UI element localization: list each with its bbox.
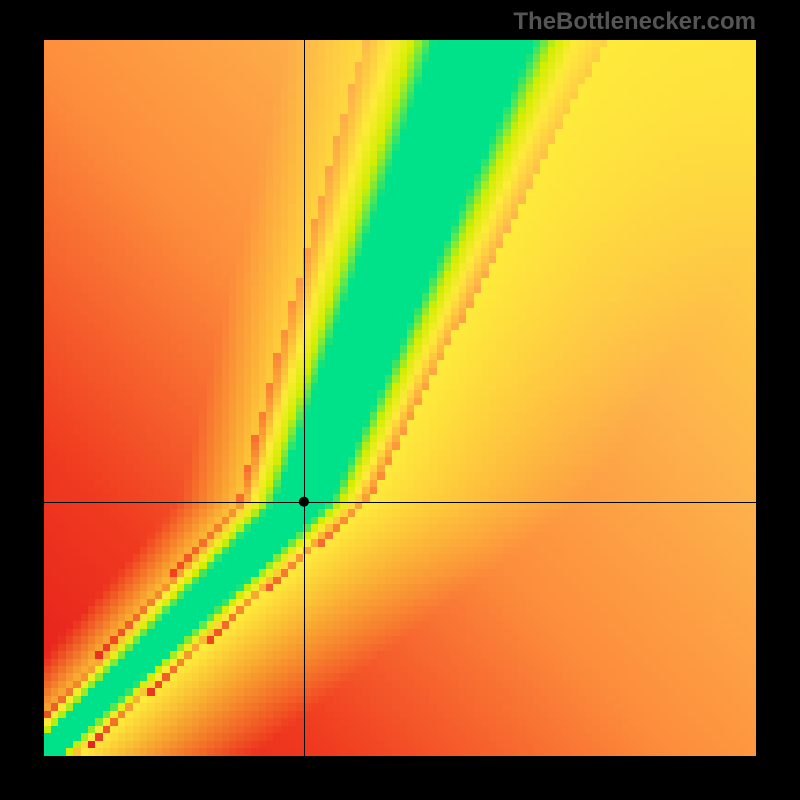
watermark-text: TheBottlenecker.com <box>513 8 756 36</box>
bottleneck-heatmap <box>44 40 756 756</box>
chart-container: TheBottlenecker.com <box>0 0 800 800</box>
